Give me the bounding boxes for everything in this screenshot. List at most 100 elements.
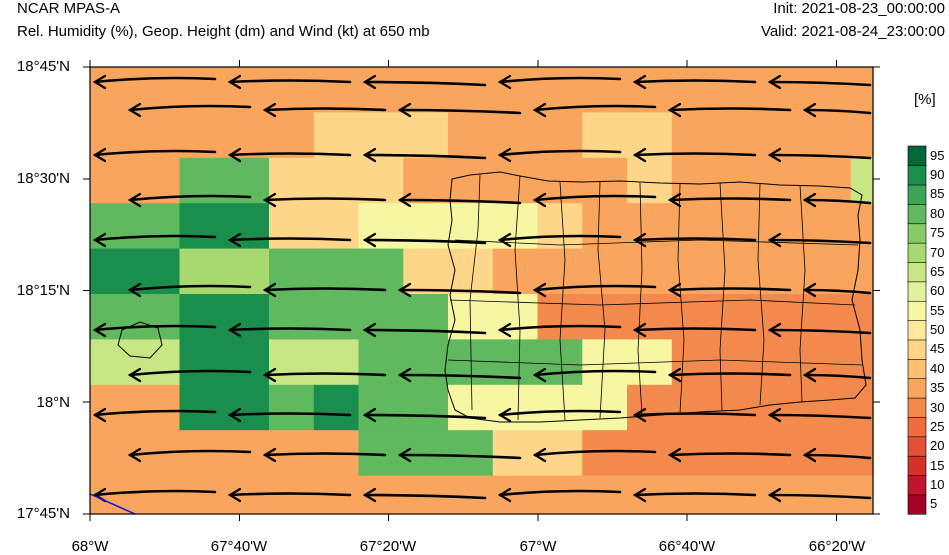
wind-streamline xyxy=(93,234,217,242)
humidity-cell xyxy=(358,157,404,204)
wind-arrowhead xyxy=(362,407,377,423)
wind-arrowhead xyxy=(532,447,547,463)
wind-streamline xyxy=(668,287,792,292)
wind-streamline xyxy=(228,327,352,332)
humidity-cell xyxy=(313,294,360,340)
humidity-cell xyxy=(358,248,404,295)
humidity-cell xyxy=(313,112,360,159)
humidity-cell xyxy=(806,112,852,159)
wind-streamline xyxy=(363,413,487,420)
wind-streamline xyxy=(498,324,622,332)
humidity-cell xyxy=(403,430,449,477)
colorbar-swatch xyxy=(907,339,927,360)
humidity-cell xyxy=(582,384,628,431)
wind-streamline xyxy=(498,76,622,84)
wind-streamline xyxy=(633,79,757,84)
colorbar-tick-label: 95 xyxy=(930,147,945,163)
colorbar-unit: [%] xyxy=(914,91,936,108)
wind-arrowhead xyxy=(802,192,817,208)
wind-streamline xyxy=(633,492,757,497)
municipal-boundary xyxy=(514,175,521,421)
humidity-cell xyxy=(716,112,762,159)
municipal-boundary xyxy=(757,182,765,406)
colorbar-swatch xyxy=(907,203,927,225)
wind-arrowhead xyxy=(227,147,242,163)
humidity-cell xyxy=(448,475,494,515)
wind-streamline xyxy=(263,287,387,292)
wind-streamline xyxy=(128,194,252,202)
wind-streamline xyxy=(768,493,872,500)
wind-streamline xyxy=(228,237,352,242)
humidity-cell xyxy=(179,339,225,386)
colorbar-swatch xyxy=(907,165,927,186)
municipal-boundary xyxy=(597,181,606,419)
wind-streamline xyxy=(93,489,217,497)
lon-label-6640w: 66°40'W xyxy=(658,538,716,555)
humidity-cell xyxy=(716,157,762,204)
wind-arrowhead xyxy=(127,447,142,463)
wind-arrowhead xyxy=(497,147,512,163)
humidity-cell xyxy=(134,67,181,113)
humidity-cell xyxy=(269,339,315,386)
lon-label-68w: 68°W xyxy=(71,538,109,555)
humidity-cell xyxy=(134,475,181,515)
humidity-cell xyxy=(850,203,874,250)
colorbar-swatch xyxy=(907,455,927,476)
colorbar-swatch xyxy=(907,242,927,263)
municipal-boundary xyxy=(559,181,566,421)
colorbar-tick-label: 55 xyxy=(930,302,945,318)
colorbar-tick-label: 60 xyxy=(930,283,945,299)
humidity-cell xyxy=(134,339,181,386)
wind-streamline xyxy=(263,452,387,457)
humidity-cell xyxy=(358,112,404,159)
lon-label-6740w: 67°40'W xyxy=(210,538,268,555)
colorbar xyxy=(907,145,927,515)
wind-streamline xyxy=(363,328,487,335)
wind-streamline xyxy=(398,108,522,115)
colorbar-tick-label: 15 xyxy=(930,457,945,473)
wind-arrowhead xyxy=(397,102,412,118)
axis-ticks xyxy=(83,60,880,521)
puerto-rico-coast xyxy=(444,171,867,423)
wind-streamline xyxy=(363,80,487,87)
humidity-cell xyxy=(716,339,762,386)
wind-arrowhead xyxy=(497,232,512,248)
municipal-boundary xyxy=(719,182,726,411)
colorbar-tick-label: 90 xyxy=(930,167,945,183)
wind-streamline xyxy=(128,449,252,457)
wind-streamline xyxy=(363,493,487,500)
humidity-cell xyxy=(850,430,874,477)
humidity-cell xyxy=(358,203,404,250)
humidity-cell xyxy=(582,430,628,477)
humidity-cell xyxy=(403,112,449,159)
wind-streamline xyxy=(498,409,622,417)
wind-arrowhead xyxy=(262,447,277,463)
colorbar-swatch xyxy=(907,416,927,438)
wind-streamline xyxy=(768,413,872,420)
humidity-cell xyxy=(269,203,315,250)
wind-streamline xyxy=(263,372,387,377)
humidity-cell xyxy=(313,157,360,204)
humidity-cell xyxy=(492,430,539,477)
wind-arrowhead xyxy=(127,102,142,118)
wind-streamline xyxy=(633,327,757,332)
humidity-cell xyxy=(90,430,136,477)
humidity-cell xyxy=(90,384,136,431)
colorbar-tick-label: 30 xyxy=(930,399,945,415)
wind-arrowhead xyxy=(632,232,647,248)
humidity-cell xyxy=(313,384,360,431)
wind-streamline xyxy=(533,104,657,112)
humidity-cell xyxy=(850,67,874,113)
humidity-cell xyxy=(313,248,360,295)
wind-arrowhead xyxy=(802,102,817,118)
lat-label-1815: 18°15'N xyxy=(16,282,70,299)
wind-arrowhead xyxy=(397,192,412,208)
wind-arrowhead xyxy=(767,147,782,163)
colorbar-tick-label: 25 xyxy=(930,418,945,434)
humidity-cell xyxy=(448,67,494,113)
humidity-cell xyxy=(269,157,315,204)
humidity-cell xyxy=(492,112,539,159)
humidity-cell xyxy=(448,384,494,431)
valid-time: Valid: 2021-08-24_23:00:00 xyxy=(760,23,945,40)
